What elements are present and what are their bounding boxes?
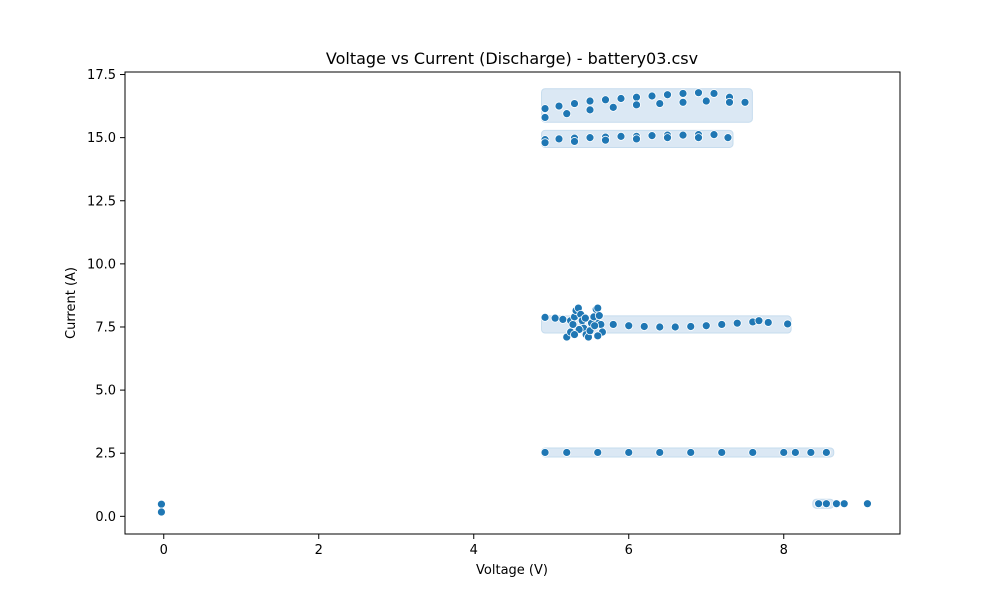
data-point	[663, 133, 672, 143]
data-point	[655, 322, 665, 332]
y-tick-label: 17.5	[87, 68, 116, 83]
data-point	[821, 448, 831, 457]
plot-area-frame	[124, 71, 901, 535]
x-axis: 0 2 4 6 8	[160, 534, 788, 558]
data-point	[624, 448, 634, 457]
data-point	[593, 448, 603, 457]
data-point	[839, 499, 849, 509]
data-point	[821, 499, 831, 509]
data-point	[585, 133, 595, 143]
data-point	[748, 448, 758, 457]
data-point	[540, 113, 550, 122]
y-tick-label: 0.0	[95, 510, 116, 525]
data-point	[157, 499, 166, 509]
data-point	[670, 322, 680, 332]
data-point	[779, 448, 789, 457]
y-tick-label: 2.5	[95, 447, 116, 462]
data-point	[601, 135, 610, 145]
data-point	[601, 95, 610, 105]
data-point	[790, 448, 800, 457]
data-point	[624, 321, 634, 331]
data-point	[570, 99, 579, 108]
data-point	[562, 448, 572, 457]
data-point	[725, 97, 734, 107]
data-point	[608, 320, 618, 329]
data-point	[732, 318, 742, 328]
data-point	[594, 311, 604, 321]
data-point	[723, 133, 733, 143]
x-tick-label: 8	[780, 543, 788, 558]
data-point	[590, 321, 600, 331]
y-tick-label: 7.5	[95, 320, 116, 335]
data-point	[585, 105, 595, 115]
data-point	[814, 499, 824, 509]
data-point	[754, 316, 764, 326]
data-point	[616, 131, 626, 141]
data-point	[783, 319, 793, 329]
data-point	[540, 448, 550, 457]
x-tick-label: 2	[315, 543, 323, 558]
data-point	[678, 130, 688, 140]
data-point	[593, 303, 603, 313]
data-point	[632, 100, 641, 110]
data-point	[740, 97, 750, 107]
x-tick-label: 6	[625, 543, 633, 558]
data-point	[678, 89, 688, 98]
points-layer	[157, 88, 872, 517]
data-point	[157, 507, 166, 517]
data-point	[686, 322, 696, 331]
data-point	[632, 134, 641, 144]
data-point	[763, 318, 773, 327]
data-point	[540, 138, 550, 148]
data-point	[655, 448, 665, 457]
data-point	[540, 104, 550, 114]
data-point	[554, 101, 564, 111]
chart-title: Voltage vs Current (Discharge) - battery…	[326, 49, 698, 68]
y-tick-label: 15.0	[87, 131, 116, 146]
data-point	[554, 134, 564, 144]
data-point	[632, 92, 641, 102]
data-point	[639, 322, 649, 331]
data-point	[806, 448, 816, 457]
data-point	[647, 131, 657, 141]
y-tick-label: 10.0	[87, 257, 116, 272]
data-point	[701, 321, 711, 331]
y-axis: 0.0 2.5 5.0 7.5 10.0 12.5 15.0 17.5	[87, 68, 125, 525]
data-point	[550, 313, 560, 323]
x-tick-label: 0	[160, 543, 168, 558]
data-point	[580, 313, 590, 323]
data-point	[570, 330, 579, 339]
data-point	[694, 133, 703, 143]
data-point	[717, 320, 727, 329]
data-point	[562, 109, 572, 119]
data-point	[558, 315, 568, 324]
data-point	[678, 97, 688, 107]
data-point	[616, 94, 626, 103]
data-point	[832, 499, 841, 509]
data-point	[686, 448, 696, 457]
data-point	[717, 448, 727, 457]
data-point	[540, 312, 550, 322]
data-point	[663, 90, 672, 100]
data-point	[701, 96, 711, 106]
data-point	[709, 89, 719, 98]
x-axis-label: Voltage (V)	[476, 563, 548, 578]
data-point	[570, 137, 579, 146]
data-point	[585, 96, 595, 106]
y-axis-label: Current (A)	[64, 267, 79, 339]
dense-point-band	[541, 88, 753, 123]
data-point	[593, 331, 603, 341]
data-point	[608, 102, 618, 112]
data-point	[694, 88, 703, 98]
data-point	[709, 130, 719, 140]
y-tick-label: 12.5	[87, 194, 116, 209]
data-point	[647, 91, 657, 101]
y-tick-label: 5.0	[95, 384, 116, 399]
data-point	[863, 499, 872, 509]
x-tick-label: 4	[470, 543, 478, 558]
data-point	[655, 99, 665, 108]
band-layer	[541, 88, 835, 509]
